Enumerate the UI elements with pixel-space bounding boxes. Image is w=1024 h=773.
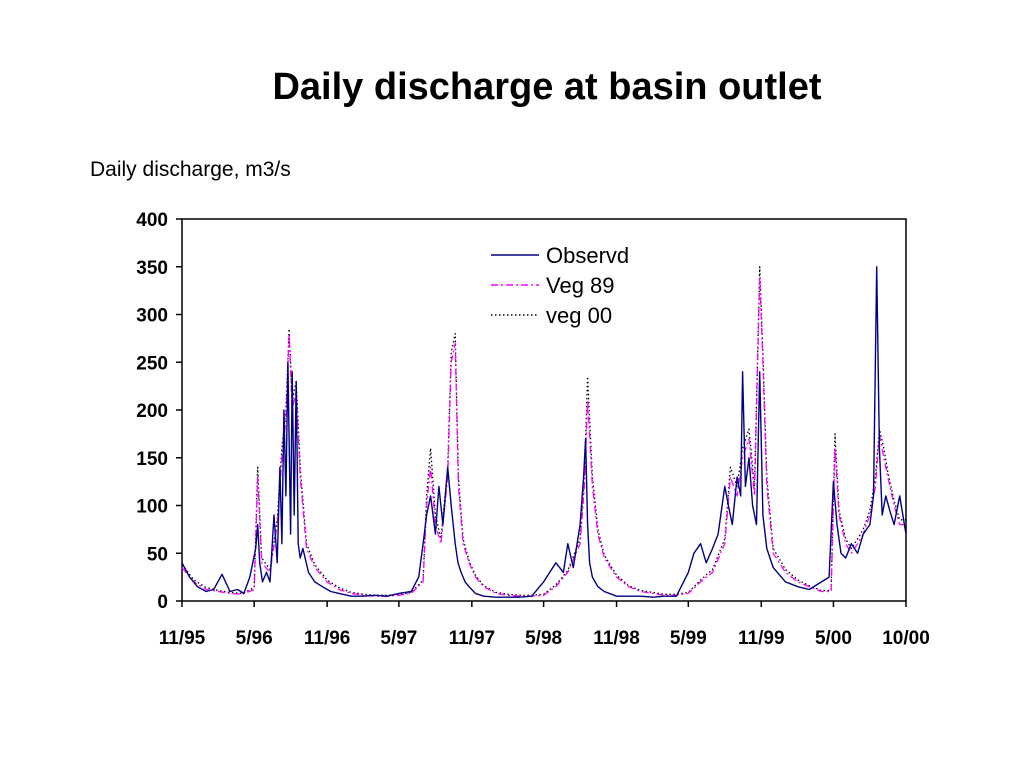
x-tick-label: 11/97 — [449, 628, 496, 649]
x-ticks: 11/95 5/96 11/96 5/97 11/97 5/98 11/98 5/99 11/9… — [159, 601, 930, 649]
y-tick-label: 350 — [136, 258, 168, 279]
legend: Observd Veg 89 veg 00 — [491, 243, 629, 328]
y-axis-label: Daily discharge, m3/s — [90, 158, 291, 181]
y-tick-label: 0 — [157, 592, 168, 613]
x-tick-label: 5/00 — [815, 628, 852, 649]
series-line-observd — [181, 266, 907, 598]
x-tick-label: 5/96 — [236, 628, 273, 649]
legend-label: Veg 89 — [546, 273, 615, 298]
y-ticks: 0 50 100 150 200 250 300 350 400 — [136, 210, 182, 613]
y-tick-label: 400 — [136, 210, 168, 231]
y-tick-label: 100 — [136, 497, 168, 518]
series-lines — [181, 266, 907, 598]
x-tick-label: 5/97 — [380, 628, 417, 649]
series-line-veg-00 — [181, 266, 906, 596]
y-tick-label: 250 — [136, 353, 168, 374]
series-line-veg-89 — [181, 275, 906, 597]
legend-label: Observd — [546, 243, 629, 268]
x-tick-label: 11/99 — [738, 628, 785, 649]
x-tick-label: 11/98 — [593, 628, 640, 649]
x-tick-label: 11/96 — [304, 628, 351, 649]
slide-title: Daily discharge at basin outlet — [272, 66, 822, 108]
x-tick-label: 10/00 — [882, 628, 930, 649]
x-tick-label: 11/95 — [159, 628, 206, 649]
y-tick-label: 150 — [136, 449, 168, 470]
y-tick-label: 200 — [136, 401, 168, 422]
x-tick-label: 5/98 — [525, 628, 562, 649]
y-tick-label: 300 — [136, 306, 168, 327]
x-tick-label: 5/99 — [670, 628, 707, 649]
legend-label: veg 00 — [546, 303, 612, 328]
plot-frame — [181, 218, 907, 602]
y-tick-label: 50 — [147, 544, 168, 565]
